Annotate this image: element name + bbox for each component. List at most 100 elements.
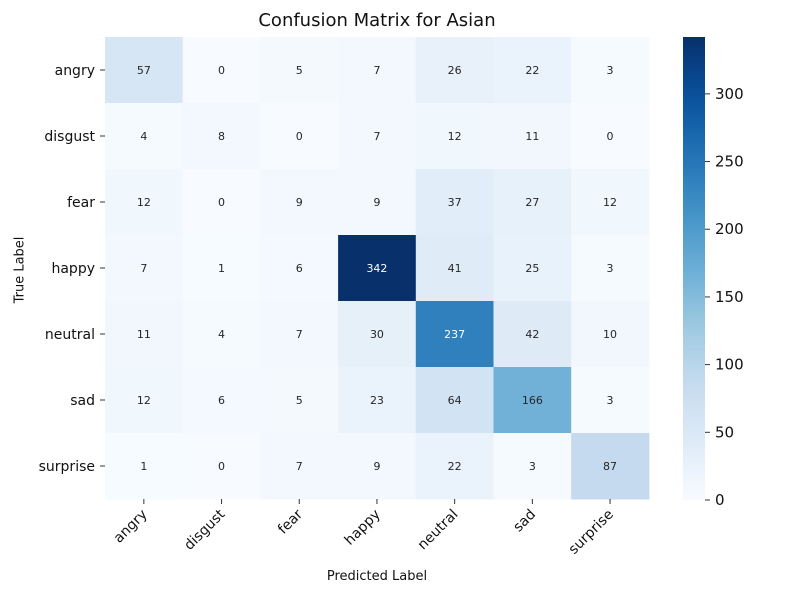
cell-value-label: 6 xyxy=(218,394,225,407)
colorbar-tick-label: 150 xyxy=(715,288,744,306)
cell-value-label: 25 xyxy=(525,262,539,275)
cell-value-label: 87 xyxy=(603,460,617,473)
y-tick-label: happy xyxy=(51,261,95,277)
cell-value-label: 9 xyxy=(373,196,380,209)
cell-value-label: 23 xyxy=(370,394,384,407)
heatmap-cell xyxy=(260,433,339,500)
cell-value-label: 5 xyxy=(296,394,303,407)
heatmap-cell xyxy=(105,169,184,236)
y-tick-label: fear xyxy=(67,195,95,211)
y-tick-label: surprise xyxy=(39,459,95,475)
heatmap-cell xyxy=(105,301,184,368)
cell-value-label: 64 xyxy=(448,394,462,407)
cell-value-label: 1 xyxy=(140,460,147,473)
y-tick-label: disgust xyxy=(44,129,95,145)
heatmap-cell xyxy=(105,433,184,500)
x-tick-label: sad xyxy=(510,507,539,536)
heatmap-cell xyxy=(415,169,494,236)
heatmap-cell xyxy=(182,169,261,236)
cell-value-label: 0 xyxy=(296,130,303,143)
cell-value-label: 37 xyxy=(448,196,462,209)
heatmap-cell xyxy=(338,301,417,368)
cell-value-label: 7 xyxy=(296,328,303,341)
heatmap-cell xyxy=(338,235,417,302)
heatmap-cell xyxy=(415,367,494,434)
cell-value-label: 22 xyxy=(525,64,539,77)
cell-value-label: 0 xyxy=(218,196,225,209)
heatmap-cell xyxy=(105,103,184,170)
heatmap-cell xyxy=(260,103,339,170)
heatmap-cell xyxy=(260,235,339,302)
cell-value-label: 3 xyxy=(529,460,536,473)
heatmap-cell xyxy=(338,169,417,236)
cell-value-label: 57 xyxy=(137,64,151,77)
heatmap-cell xyxy=(415,301,494,368)
colorbar-tick-label: 100 xyxy=(715,356,744,374)
chart-title: Confusion Matrix for Asian xyxy=(258,10,496,31)
colorbar-tick-label: 200 xyxy=(715,220,744,238)
cell-value-label: 9 xyxy=(373,460,380,473)
cell-value-label: 7 xyxy=(373,64,380,77)
x-tick-label: neutral xyxy=(415,507,462,554)
heatmap-cell xyxy=(182,235,261,302)
cell-value-label: 6 xyxy=(296,262,303,275)
cell-value-label: 4 xyxy=(140,130,147,143)
colorbar xyxy=(683,37,705,500)
heatmap-cell xyxy=(105,37,184,104)
cell-value-label: 166 xyxy=(522,394,543,407)
heatmap-cell xyxy=(571,235,650,302)
heatmap-cell xyxy=(571,37,650,104)
heatmap-cell xyxy=(571,169,650,236)
cell-value-label: 10 xyxy=(603,328,617,341)
heatmap-cell xyxy=(338,367,417,434)
cell-value-label: 12 xyxy=(448,130,462,143)
colorbar-tick-label: 250 xyxy=(715,153,744,171)
cell-value-label: 27 xyxy=(525,196,539,209)
heatmap-cell xyxy=(182,301,261,368)
cell-value-label: 5 xyxy=(296,64,303,77)
heatmap-cell xyxy=(415,103,494,170)
cell-value-label: 342 xyxy=(366,262,387,275)
heatmap-cell xyxy=(182,367,261,434)
cell-value-label: 7 xyxy=(373,130,380,143)
heatmap-cell xyxy=(493,169,572,236)
cell-value-label: 4 xyxy=(218,328,225,341)
heatmap-cell xyxy=(493,367,572,434)
x-tick-label: fear xyxy=(275,506,306,537)
heatmap-cell xyxy=(415,37,494,104)
cell-value-label: 12 xyxy=(137,196,151,209)
x-axis-label: Predicted Label xyxy=(326,569,428,584)
cell-value-label: 9 xyxy=(296,196,303,209)
cell-value-label: 3 xyxy=(607,262,614,275)
colorbar-tick-label: 50 xyxy=(715,423,734,441)
cell-value-label: 237 xyxy=(444,328,465,341)
cell-value-label: 26 xyxy=(448,64,462,77)
cell-value-label: 3 xyxy=(607,64,614,77)
cell-value-label: 42 xyxy=(525,328,539,341)
heatmap-cell xyxy=(105,367,184,434)
heatmap-cell xyxy=(571,301,650,368)
heatmap-cell xyxy=(260,367,339,434)
heatmap-cell xyxy=(338,37,417,104)
heatmap-cell xyxy=(493,235,572,302)
heatmap-cell xyxy=(415,235,494,302)
heatmap-cell xyxy=(571,433,650,500)
heatmap-cell xyxy=(182,433,261,500)
cell-value-label: 7 xyxy=(140,262,147,275)
y-axis-label: True Label xyxy=(12,236,28,304)
cell-value-label: 12 xyxy=(603,196,617,209)
cell-value-label: 3 xyxy=(607,394,614,407)
y-tick-label: neutral xyxy=(45,327,95,343)
heatmap-cell xyxy=(260,37,339,104)
cell-value-label: 0 xyxy=(218,460,225,473)
heatmap-cell xyxy=(571,367,650,434)
heatmap-cell xyxy=(493,433,572,500)
cell-value-label: 7 xyxy=(296,460,303,473)
x-tick-label: disgust xyxy=(181,506,228,553)
heatmap-cell xyxy=(182,103,261,170)
cell-value-label: 41 xyxy=(448,262,462,275)
heatmap-cell xyxy=(415,433,494,500)
cell-value-label: 22 xyxy=(448,460,462,473)
cell-value-label: 30 xyxy=(370,328,384,341)
